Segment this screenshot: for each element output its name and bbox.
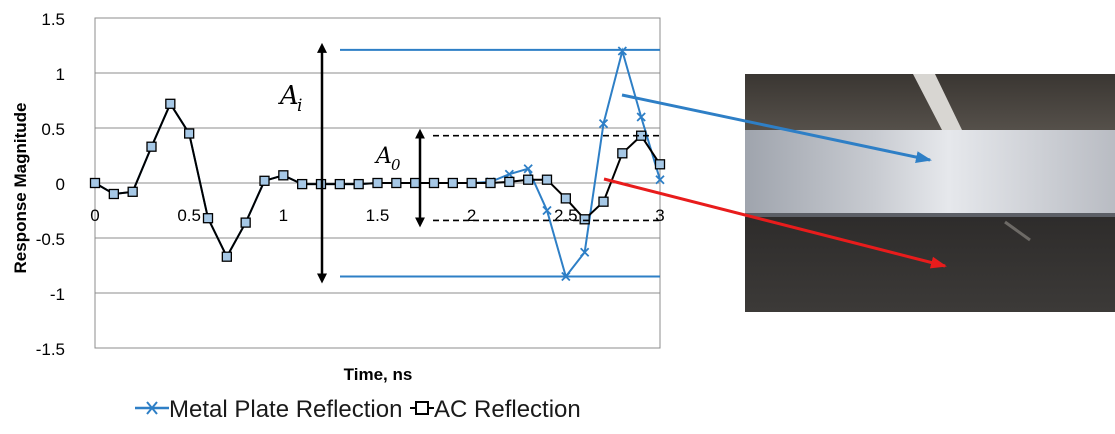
data-point-ac [165,98,176,109]
legend-item-ac: AC Reflection [410,396,581,424]
y-tick-label: -1.5 [36,340,65,359]
x-tick-label: 0.5 [177,206,201,225]
x-axis-title: Time, ns [344,365,413,384]
data-point-ac [504,176,515,188]
data-point-metal-plate [636,112,646,122]
x-tick-label: 2.5 [554,206,578,225]
a0-label-subscript: 0 [391,156,401,174]
photo-metal-plate [745,130,1115,216]
axis-tick-labels: 1.5 1 0.5 0 -0.5 -1 -1.5 0 0.5 1 1.5 2 2.5 3 [36,10,665,359]
y-tick-label: 0 [56,175,65,194]
data-point-metal-plate [598,118,609,129]
data-point-metal-plate [580,247,590,257]
y-axis-title: Response Magnitude [11,103,30,274]
data-point-metal-plate [542,205,552,216]
data-point-ac [466,177,477,189]
pavement-photo [745,74,1115,312]
photo-plate-edge [745,213,1115,217]
data-point-ac [541,174,553,185]
data-point-ac [184,128,195,139]
data-point-ac [617,148,628,159]
gridlines [94,17,661,349]
data-point-ac [560,193,571,204]
x-tick-label: 0 [90,206,99,225]
y-tick-label: 1 [56,65,65,84]
x-tick-label: 3 [655,206,664,225]
data-point-ac [579,214,590,225]
photo-lane-marking [913,74,962,130]
data-point-ac [334,178,345,190]
legend-marker-ac [410,401,434,415]
legend-item-metal-plate: Metal Plate Reflection [135,396,402,424]
photo-asphalt-lower [745,217,1115,312]
ai-label: A [278,81,299,111]
x-tick-label: 2 [467,206,476,225]
data-point-ac [447,177,458,189]
annotation-layer: AiA 0 [278,42,660,284]
ac-pointer-arrow [603,177,947,269]
y-tick-label: 0.5 [41,120,65,139]
data-point-ac [428,177,440,189]
data-point-ac [523,174,534,185]
data-point-ac [240,217,251,228]
data-point-ac [297,178,308,190]
data-point-ac [372,177,383,189]
data-point-ac [391,177,402,189]
data-point-ac [146,141,157,152]
data-point-ac [259,175,270,186]
data-point-ac [598,196,609,207]
data-point-ac [278,170,289,181]
x-tick-label: 1 [279,206,288,225]
data-point-metal-plate [617,46,627,56]
y-tick-label: -0.5 [36,230,65,249]
legend-label-ac: AC Reflection [434,396,581,423]
data-point-ac [654,159,666,170]
legend-label-metal-plate: Metal Plate Reflection [169,396,403,423]
data-point-ac [108,188,119,200]
a0-label: A [374,144,392,169]
data-point-ac [410,177,421,189]
x-tick-label: 1.5 [366,206,390,225]
y-tick-label: -1 [50,285,65,304]
photo-crack [1004,220,1031,242]
data-point-metal-plate [523,164,533,174]
data-point-ac [221,251,232,262]
data-point-ac [89,177,101,189]
ai-label-subscript: i [297,96,302,116]
data-point-ac [127,186,138,197]
data-point-ac [202,213,214,224]
legend-marker-metal-plate [135,401,169,415]
data-point-metal-plate [655,175,665,185]
y-tick-label: 1.5 [41,10,65,29]
data-point-ac [353,178,364,190]
plate-pointer-arrow [621,93,932,163]
data-point-ac [485,177,496,189]
